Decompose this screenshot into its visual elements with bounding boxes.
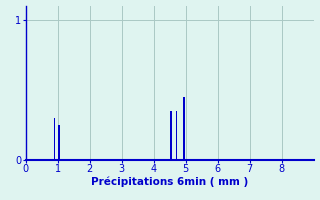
Bar bbox=[58, 125, 60, 160]
X-axis label: Précipitations 6min ( mm ): Précipitations 6min ( mm ) bbox=[91, 177, 248, 187]
Bar bbox=[171, 111, 172, 160]
Bar bbox=[182, 97, 186, 160]
Bar bbox=[54, 118, 55, 160]
Bar bbox=[176, 111, 177, 160]
